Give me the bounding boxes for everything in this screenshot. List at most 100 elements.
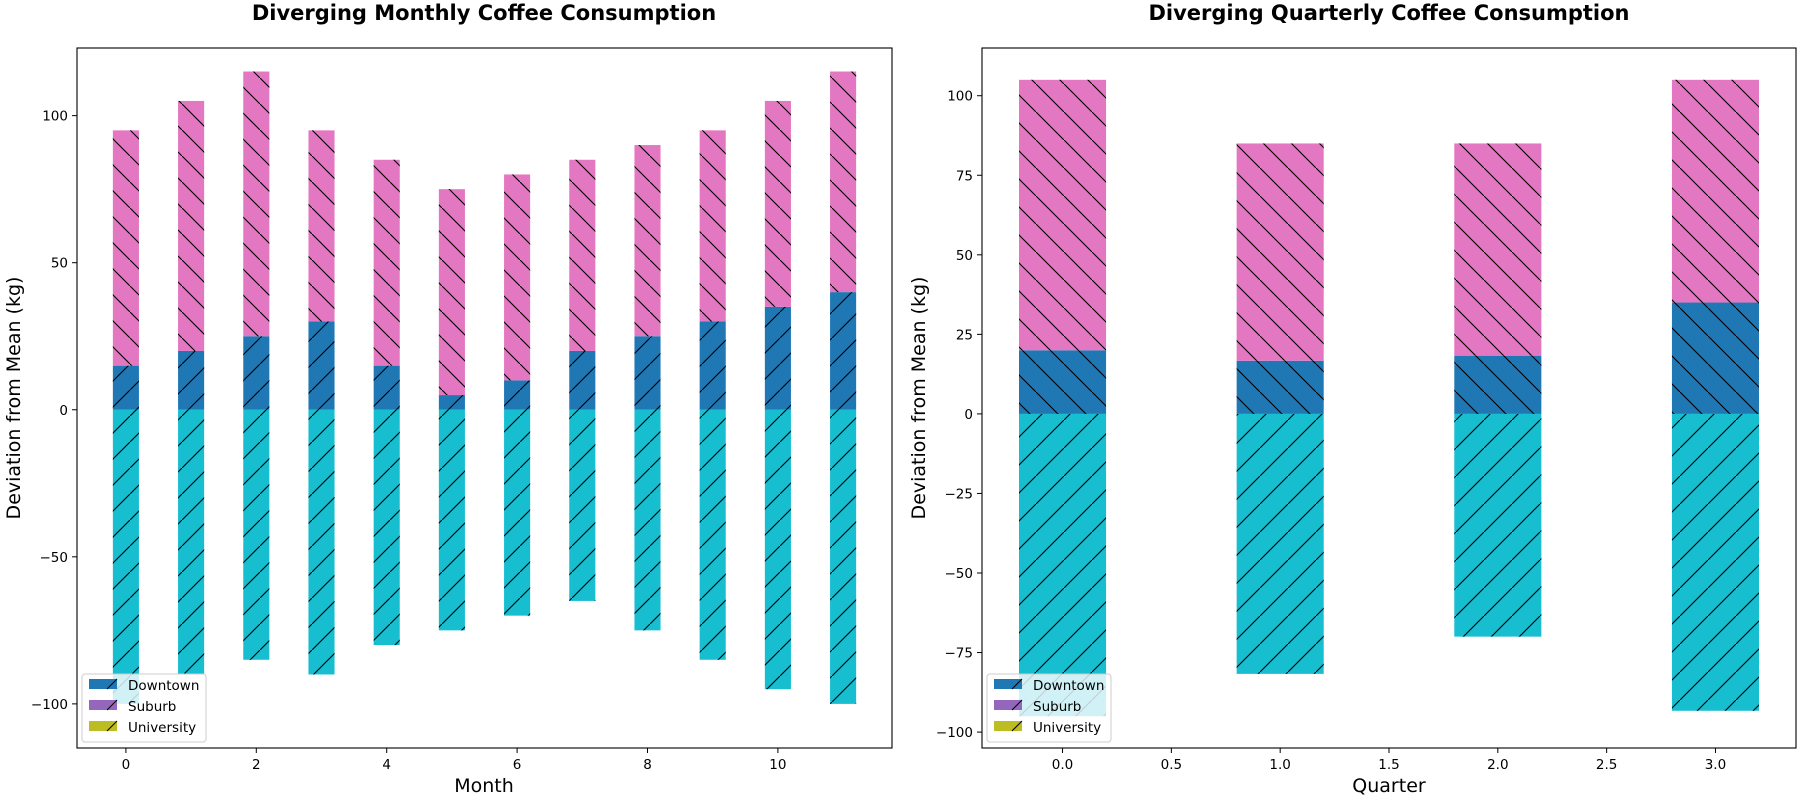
bar-suburb-hatch — [504, 174, 531, 381]
x-tick-label: 2.0 — [1487, 757, 1508, 773]
bar-downtown-hatch — [1236, 360, 1324, 414]
bar-downtown-hatch — [373, 365, 400, 410]
legend-label-university: University — [1033, 720, 1101, 736]
legend-label-downtown: Downtown — [128, 678, 199, 694]
bar-suburb-hatch — [438, 189, 465, 396]
legend-swatch-downtown — [89, 679, 117, 689]
bar-downtown-hatch — [1019, 350, 1107, 414]
monthly-y-axis-label: Deviation from Mean (kg) — [3, 277, 25, 520]
bar-university-hatch — [764, 409, 791, 690]
bar-suburb-hatch — [1236, 143, 1324, 361]
x-tick-label: 1.0 — [1269, 757, 1290, 773]
quarterly-chart-title: Diverging Quarterly Coffee Consumption — [1148, 1, 1629, 25]
legend-swatch-downtown — [994, 679, 1022, 689]
quarterly-legend: Downtown Suburb University — [986, 673, 1112, 743]
x-tick-label: 0 — [122, 757, 131, 773]
quarterly-x-ticks: 0.0 0.5 1.0 1.5 2.0 2.5 3.0 — [1052, 748, 1726, 773]
bar-university-hatch — [1671, 413, 1759, 711]
x-tick-label: 2 — [252, 757, 261, 773]
bar-downtown-hatch — [504, 380, 531, 410]
bar-university-hatch — [830, 409, 857, 704]
x-tick-label: 1.5 — [1378, 757, 1399, 773]
quarterly-y-axis-label: Deviation from Mean (kg) — [908, 277, 930, 520]
bar-suburb-hatch — [634, 145, 661, 337]
quarterly-bars — [1019, 79, 1759, 717]
monthly-y-ticks: −100 −50 0 50 100 — [31, 109, 77, 713]
bar-university-hatch — [1236, 413, 1324, 674]
monthly-bars — [112, 71, 857, 704]
bar-downtown-hatch — [438, 395, 465, 410]
bar-suburb-hatch — [1454, 143, 1542, 356]
bar-suburb-hatch — [699, 130, 726, 322]
bar-suburb-hatch — [373, 159, 400, 366]
y-tick-label: 50 — [956, 248, 973, 264]
bar-downtown-hatch — [178, 350, 205, 410]
legend-swatch-university — [994, 721, 1022, 731]
bar-suburb-hatch — [1019, 79, 1107, 351]
y-tick-label: −50 — [945, 566, 974, 582]
y-tick-label: −100 — [936, 725, 973, 741]
x-tick-label: 2.5 — [1596, 757, 1617, 773]
quarterly-x-axis-label: Quarter — [1352, 775, 1426, 797]
bar-downtown-hatch — [1454, 355, 1542, 414]
y-tick-label: 75 — [956, 168, 973, 184]
y-tick-label: 0 — [964, 407, 973, 423]
y-tick-label: 0 — [59, 403, 68, 419]
bar-suburb-hatch — [178, 100, 205, 351]
y-tick-label: −75 — [945, 646, 974, 662]
bar-downtown-hatch — [764, 306, 791, 410]
legend-swatch-suburb — [994, 700, 1022, 710]
bar-suburb-hatch — [243, 71, 270, 337]
legend-swatch-university — [89, 721, 117, 731]
y-tick-label: −25 — [945, 486, 974, 502]
monthly-legend: Downtown Suburb University — [81, 673, 207, 743]
bar-downtown-hatch — [1671, 302, 1759, 414]
monthly-chart-title: Diverging Monthly Coffee Consumption — [252, 1, 716, 25]
monthly-chart: Diverging Monthly Coffee Consumption 0 2 4… — [3, 1, 893, 797]
legend-label-suburb: Suburb — [1033, 699, 1081, 715]
bar-university-hatch — [699, 409, 726, 660]
monthly-x-axis-label: Month — [454, 775, 514, 797]
legend-swatch-suburb — [89, 700, 117, 710]
legend-label-suburb: Suburb — [128, 699, 176, 715]
bar-suburb-hatch — [112, 130, 139, 366]
bar-university-hatch — [504, 409, 531, 616]
y-tick-label: 50 — [51, 256, 68, 272]
bar-university-hatch — [438, 409, 465, 631]
monthly-plot-area: 0 2 4 6 8 10 −100 −50 0 50 100 — [31, 47, 893, 773]
x-tick-label: 6 — [513, 757, 522, 773]
bar-downtown-hatch — [308, 321, 335, 410]
bar-downtown-hatch — [699, 321, 726, 410]
bar-downtown-hatch — [830, 292, 857, 410]
bar-suburb-hatch — [764, 100, 791, 307]
bar-downtown-hatch — [569, 350, 596, 410]
quarterly-y-ticks: −100 −75 −50 −25 0 25 50 75 100 — [936, 89, 982, 741]
y-tick-label: −50 — [40, 550, 69, 566]
bar-university-hatch — [634, 409, 661, 631]
bar-downtown-hatch — [112, 365, 139, 410]
bar-university-hatch — [373, 409, 400, 646]
legend-label-downtown: Downtown — [1033, 678, 1104, 694]
bar-suburb-hatch — [569, 159, 596, 351]
bar-university-hatch — [569, 409, 596, 601]
y-tick-label: 100 — [42, 109, 68, 125]
bar-university-hatch — [112, 409, 139, 704]
bar-suburb-hatch — [308, 130, 335, 322]
legend-label-university: University — [128, 720, 196, 736]
bar-suburb-hatch — [1671, 79, 1759, 303]
bar-university-hatch — [243, 409, 270, 660]
bar-suburb-hatch — [830, 71, 857, 293]
y-tick-label: −100 — [31, 697, 68, 713]
x-tick-label: 8 — [643, 757, 652, 773]
monthly-axes-frame — [76, 47, 893, 749]
x-tick-label: 10 — [769, 757, 786, 773]
bar-university-hatch — [1454, 413, 1542, 637]
x-tick-label: 0.0 — [1052, 757, 1073, 773]
x-tick-label: 3.0 — [1705, 757, 1726, 773]
y-tick-label: 25 — [956, 327, 973, 343]
bar-university-hatch — [178, 409, 205, 675]
x-tick-label: 0.5 — [1161, 757, 1182, 773]
x-tick-label: 4 — [382, 757, 391, 773]
bar-downtown-hatch — [243, 336, 270, 410]
